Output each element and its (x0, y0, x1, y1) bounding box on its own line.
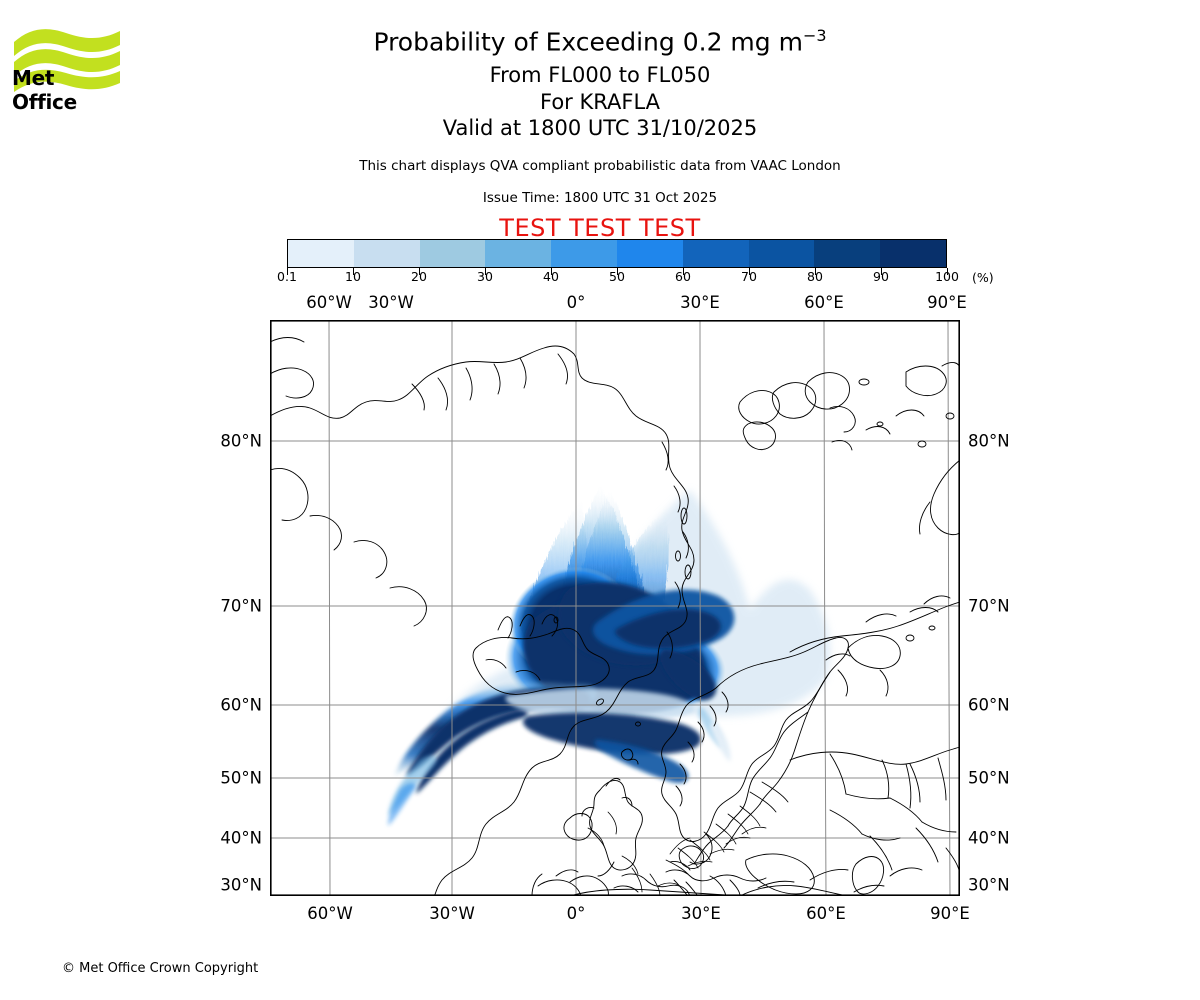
colorbar-tick-8 (815, 268, 816, 275)
colorbar-tick-3 (485, 268, 486, 275)
colorbar-band-6 (682, 240, 749, 267)
colorbar-tick-label-1: 10 (345, 269, 361, 284)
colorbar-tick-label-6: 60 (675, 269, 691, 284)
colorbar-tick-label-2: 20 (411, 269, 427, 284)
colorbar-tick-label-9: 90 (873, 269, 889, 284)
colorbar-band-1 (353, 240, 420, 267)
colorbar-band-0 (288, 240, 354, 267)
colorbar-unit: (%) (972, 270, 994, 285)
lat-label-right-0: 80°N (968, 431, 1010, 451)
lat-label-left-2: 60°N (220, 695, 262, 715)
colorbar-band-2 (419, 240, 486, 267)
colorbar-tick-label-5: 50 (609, 269, 625, 284)
copyright-notice: © Met Office Crown Copyright (62, 961, 259, 976)
colorbar-tick-10 (947, 268, 948, 275)
colorbar-tick-5 (617, 268, 618, 275)
lat-label-left-1: 70°N (220, 596, 262, 616)
test-banner: TEST TEST TEST (499, 214, 701, 242)
colorbar-tick-label-4: 40 (543, 269, 559, 284)
colorbar-band-8 (814, 240, 881, 267)
lon-label-bottom-2: 0° (566, 904, 586, 923)
lon-label-bottom-3: 30°E (681, 904, 721, 923)
colorbar-band-7 (748, 240, 815, 267)
colorbar-tick-label-3: 30 (477, 269, 493, 284)
plume-secondary-band (505, 688, 701, 783)
colorbar-tick-2 (419, 268, 420, 275)
plume-coastal-fringe (698, 706, 731, 762)
lon-label-bottom-4: 60°E (806, 904, 846, 923)
lat-label-right-5: 30°N (968, 875, 1010, 895)
lon-label-top-3: 30°E (680, 293, 720, 312)
lon-label-bottom-1: 30°W (429, 904, 475, 923)
coastlines-and-borders (270, 337, 960, 896)
lat-label-right-1: 70°N (968, 596, 1010, 616)
colorbar-labels: 0.1 10 20 30 40 50 60 70 80 90 100 (0, 269, 1200, 287)
lat-label-right-2: 60°N (968, 695, 1010, 715)
colorbar-band-3 (485, 240, 552, 267)
page-title: Probability of Exceeding 0.2 mg m−3 (0, 26, 1200, 56)
ash-plume-field (388, 486, 830, 826)
colorbar-ticks (287, 268, 948, 282)
colorbar-tick-7 (749, 268, 750, 275)
coastline-russia-arctic (789, 601, 960, 653)
colorbar-band-5 (616, 240, 683, 267)
flight-level-subtitle: From FL000 to FL050 (489, 63, 711, 87)
lat-label-left-4: 40°N (220, 828, 262, 848)
map-svg (270, 320, 960, 896)
lon-label-bottom-5: 90°E (930, 904, 970, 923)
map-frame (270, 320, 960, 896)
met-office-logo: Met Office (12, 24, 122, 114)
issue-time: Issue Time: 1800 UTC 31 Oct 2025 (482, 190, 718, 206)
coastline-ireland (563, 813, 593, 841)
colorbar-band-9 (880, 240, 946, 267)
colorbar-tick-label-8: 80 (807, 269, 823, 284)
lat-label-left-3: 50°N (220, 768, 262, 788)
lon-label-top-2: 0° (566, 293, 586, 312)
logo-wordmark: Met Office (12, 66, 77, 114)
lat-label-left-0: 80°N (220, 431, 262, 451)
lat-label-right-3: 50°N (968, 768, 1010, 788)
colorbar-tick-label-0: 0.1 (277, 269, 297, 284)
colorbar-tick-0 (287, 268, 288, 275)
colorbar-tick-4 (551, 268, 552, 275)
colorbar-band-4 (551, 240, 617, 267)
lat-label-right-4: 40°N (968, 828, 1010, 848)
colorbar (287, 239, 947, 268)
colorbar-tick-6 (683, 268, 684, 275)
coastline-great-britain (589, 779, 643, 871)
lon-label-top-4: 60°E (804, 293, 844, 312)
met-office-wave-icon (14, 29, 120, 92)
colorbar-tick-9 (881, 268, 882, 275)
lon-label-bottom-0: 60°W (307, 904, 353, 923)
graticule (270, 320, 960, 896)
map-plot-area (270, 320, 960, 896)
coastline-svalbard (738, 390, 780, 425)
coastline-greenland (270, 345, 695, 896)
coastline-iceland (472, 627, 610, 695)
colorbar-tick-label-10: 100 (935, 269, 959, 284)
page-title-exponent: −3 (802, 26, 827, 45)
page-title-text: Probability of Exceeding 0.2 mg m (373, 27, 803, 57)
lon-label-top-5: 90°E (927, 293, 967, 312)
lat-label-left-5: 30°N (220, 875, 262, 895)
coastline-scandinavia (661, 637, 849, 842)
colorbar-tick-label-7: 70 (741, 269, 757, 284)
volcano-subtitle: For KRAFLA (540, 90, 660, 114)
valid-time-subtitle: Valid at 1800 UTC 31/10/2025 (442, 116, 758, 140)
lon-label-top-0: 60°W (306, 293, 352, 312)
colorbar-tick-1 (353, 268, 354, 275)
lon-label-top-1: 30°W (368, 293, 414, 312)
qva-note: This chart displays QVA compliant probab… (359, 158, 841, 174)
